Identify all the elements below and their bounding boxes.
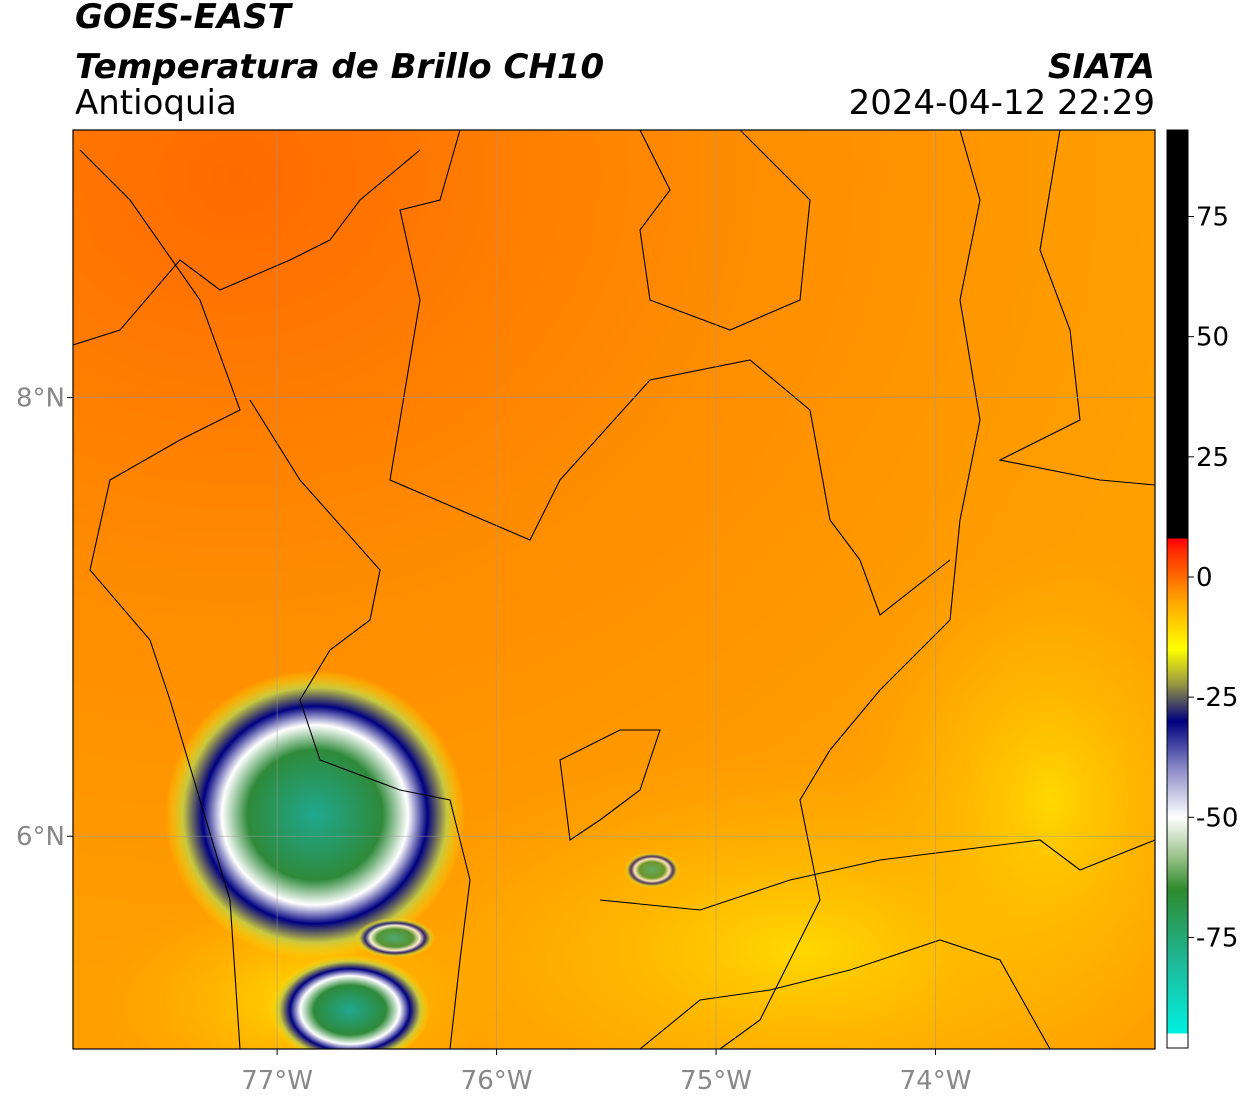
map-frame [72,129,1156,1050]
y-tick-label: 8°N [16,384,65,414]
colorbar [1166,129,1189,1049]
datetime: 2024-04-12 22:29 [849,83,1155,123]
colorbar-tick-label: -50 [1196,803,1238,833]
x-tick-label: 74°W [900,1066,972,1096]
colorbar-tick-label: 0 [1196,563,1213,593]
colorbar-tick-label: 25 [1196,443,1229,473]
x-tick-label: 77°W [241,1066,313,1096]
colorbar-tick-label: 50 [1196,323,1229,353]
x-tick-label: 76°W [461,1066,533,1096]
subtitle: Temperatura de Brillo CH10 [75,47,604,87]
x-tick-label: 75°W [680,1066,752,1096]
region: Antioquia [75,83,237,123]
colorbar-tick-label: 75 [1196,203,1229,233]
source: SIATA [1048,47,1155,87]
grid [73,130,1155,1049]
y-tick-label: 6°N [16,822,65,852]
map-image [73,130,1155,1049]
colorbar-tick-label: -75 [1196,923,1238,953]
title: GOES-EAST [75,0,294,37]
colorbar-tick-label: -25 [1196,683,1238,713]
